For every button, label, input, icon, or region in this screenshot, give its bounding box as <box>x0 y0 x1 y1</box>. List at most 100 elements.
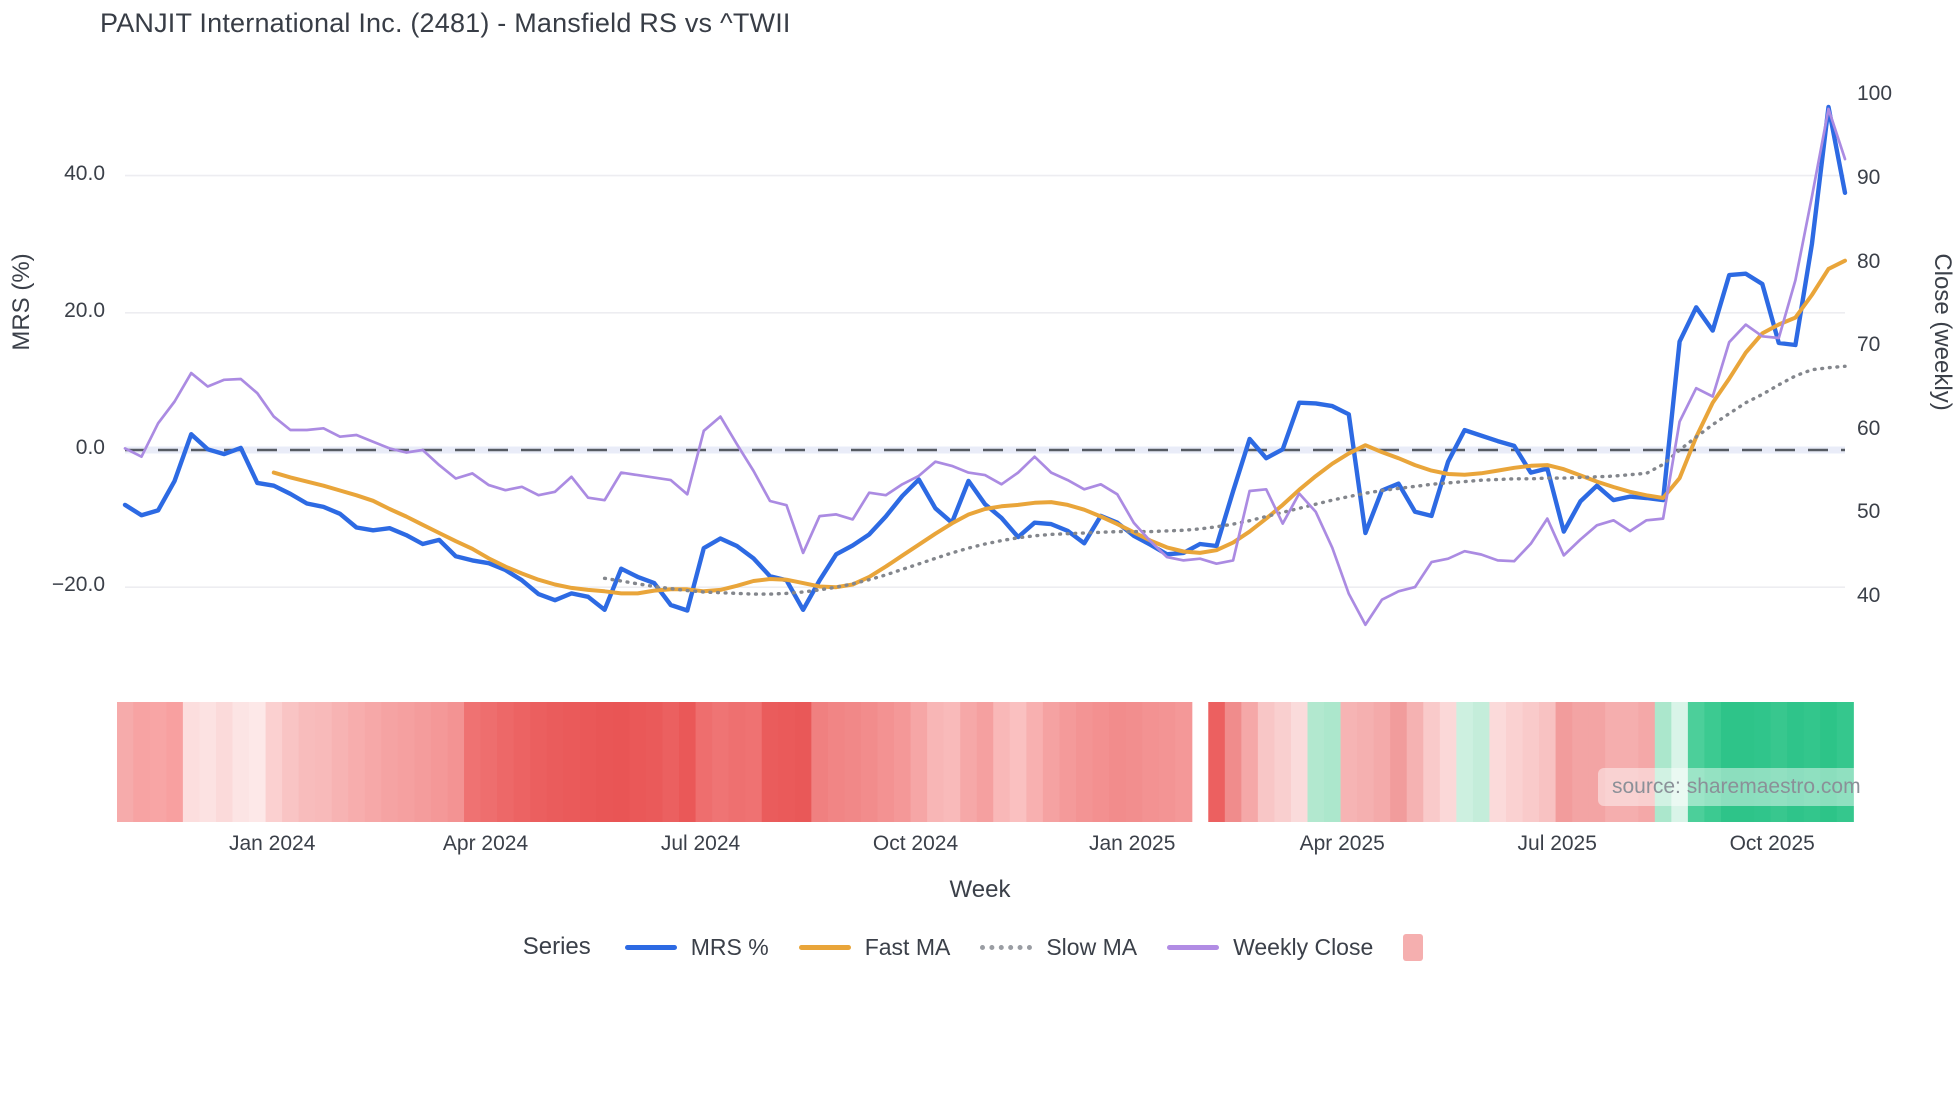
legend-item-label: Slow MA <box>1046 933 1138 960</box>
heatmap-cell <box>249 702 267 822</box>
heatmap-cell <box>1241 702 1259 822</box>
heatmap-cell <box>480 702 498 822</box>
heatmap-cell <box>976 702 994 822</box>
heatmap-cell <box>728 702 746 822</box>
fast-ma-line-swatch-icon <box>798 944 851 950</box>
y-right-tick-label: 70 <box>1857 333 1881 357</box>
heatmap-cell <box>1357 702 1375 822</box>
y-left-tick-label: 20.0 <box>64 298 105 322</box>
heatmap-cell <box>1704 702 1722 822</box>
heatmap-cell <box>530 702 548 822</box>
heatmap-cell <box>1687 702 1706 822</box>
heatmap-cell <box>364 702 382 822</box>
legend-item-slow-ma[interactable]: Slow MA <box>980 934 1137 961</box>
heatmap-cell <box>1836 702 1854 822</box>
heatmap-cell <box>497 702 515 822</box>
y-right-tick-label: 90 <box>1857 166 1881 189</box>
heatmap-swatch-icon <box>1403 933 1424 961</box>
x-tick-label: Oct 2025 <box>1729 832 1815 855</box>
heatmap-cell <box>1340 702 1358 822</box>
heatmap-cell <box>563 702 581 822</box>
x-tick-label: Jul 2024 <box>660 832 741 855</box>
y-left-tick-label: 40.0 <box>64 161 105 185</box>
heatmap-cell <box>1042 702 1061 822</box>
heatmap-cell <box>1224 702 1242 822</box>
heatmap-cell <box>1439 702 1457 822</box>
heatmap-cell <box>215 702 234 822</box>
heatmap-cell <box>844 702 862 822</box>
heatmap-cell <box>1737 702 1755 822</box>
legend-item-label: MRS % <box>690 933 769 960</box>
heatmap-cell <box>1175 702 1193 822</box>
heatmap-cell <box>1009 702 1027 822</box>
heatmap-cell <box>282 702 300 822</box>
x-tick-label: Jan 2025 <box>1088 832 1176 855</box>
heatmap-cell <box>1472 702 1491 822</box>
heatmap-cell <box>464 702 482 822</box>
heatmap-cell <box>1290 702 1309 822</box>
heatmap-cell <box>1208 702 1226 822</box>
heatmap-cell <box>1588 702 1606 822</box>
heatmap-cell <box>1092 702 1110 822</box>
heatmap-cell <box>943 702 961 822</box>
heatmap-cell <box>662 702 680 822</box>
heatmap-cell <box>910 702 928 822</box>
heatmap-cell <box>1142 702 1160 822</box>
heatmap-cell <box>794 702 812 822</box>
heatmap-cell <box>1654 702 1672 822</box>
x-tick-label: Oct 2024 <box>872 832 959 855</box>
y-right-tick-label: 40 <box>1857 584 1881 607</box>
heatmap-cell <box>927 702 945 822</box>
heatmap-cell <box>1373 702 1391 822</box>
heatmap-cell <box>348 702 366 822</box>
heatmap-cell <box>1324 702 1342 822</box>
heatmap-cell <box>778 702 796 822</box>
source-note: source: sharemaestro.com <box>1598 768 1875 806</box>
x-tick-label: Jan 2024 <box>228 832 316 855</box>
y-axis-title-right: Close (weekly) <box>1929 253 1956 411</box>
heatmap-cell <box>712 702 730 822</box>
heatmap-cell <box>1274 702 1292 822</box>
heatmap-cell <box>1307 702 1325 822</box>
heatmap-cell <box>513 702 531 822</box>
x-tick-label: Apr 2024 <box>442 832 529 855</box>
y-left-tick-label: −20.0 <box>51 573 105 597</box>
heatmap-cell <box>811 702 829 822</box>
heatmap-cell <box>827 702 846 822</box>
heatmap-cell <box>596 702 614 822</box>
legend-item-fast-ma[interactable]: Fast MA <box>798 934 950 961</box>
heatmap-cell <box>1390 702 1408 822</box>
heatmap-cell <box>877 702 895 822</box>
heatmap-cell <box>761 702 779 822</box>
heatmap-cell <box>894 702 912 822</box>
y-left-tick-label: 0.0 <box>75 436 105 459</box>
heatmap-cell <box>331 702 349 822</box>
heatmap-cell <box>1406 702 1424 822</box>
heatmap-cell <box>679 702 697 822</box>
heatmap-cell <box>546 702 564 822</box>
heatmap-cell <box>1059 702 1077 822</box>
y-right-tick-label: 80 <box>1857 249 1881 273</box>
x-axis-title: Week <box>949 876 1011 903</box>
heatmap-cell <box>960 702 978 822</box>
heatmap-cell <box>265 702 283 822</box>
heatmap-cell <box>447 702 465 822</box>
heatmap-cell <box>1770 702 1788 822</box>
series-line-slow-ma <box>602 364 1847 596</box>
heatmap-cell <box>1787 702 1805 822</box>
y-axis-title-left: MRS (%) <box>8 253 35 351</box>
legend-item-heatmap[interactable] <box>1403 933 1437 961</box>
heatmap-cell <box>149 702 167 822</box>
heatmap-cell <box>1456 702 1474 822</box>
series-line-fast-ma <box>271 258 1847 596</box>
heatmap-cell <box>1720 702 1739 822</box>
legend-item-mrs[interactable]: MRS % <box>624 933 769 961</box>
series-line-weekly-close <box>123 107 1847 627</box>
heatmap-cell <box>993 702 1011 822</box>
chart-title: PANJIT International Inc. (2481) - Mansf… <box>100 8 791 38</box>
heatmap-cell <box>430 702 449 822</box>
legend-item-weekly-close[interactable]: Weekly Close <box>1167 934 1373 961</box>
heatmap-cell <box>1621 702 1639 822</box>
heatmap-cell <box>1505 702 1524 822</box>
heatmap-cell <box>629 702 647 822</box>
